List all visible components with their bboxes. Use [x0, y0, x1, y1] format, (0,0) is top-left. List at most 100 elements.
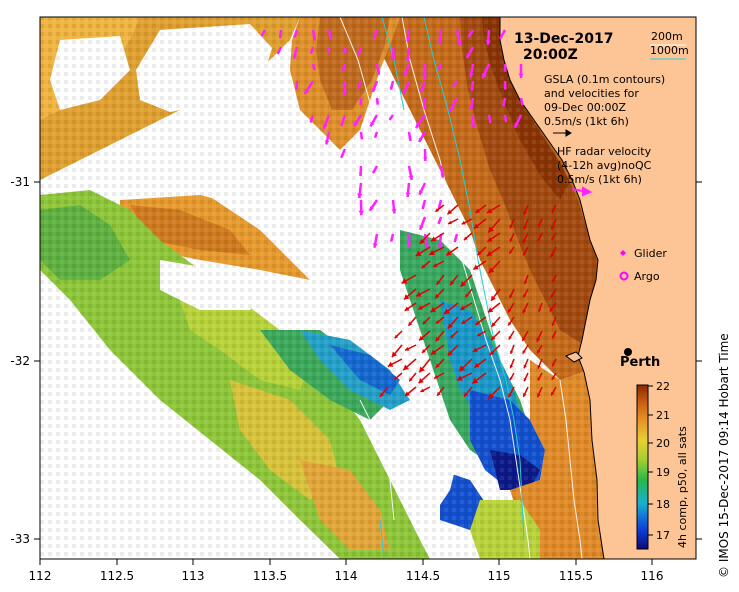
gsla-arrow-head — [389, 116, 393, 120]
plot-frame — [39, 16, 697, 560]
gsla-arrow-head — [376, 71, 381, 75]
hf-arrow-head — [522, 336, 526, 342]
gsla-arrow-head — [354, 121, 359, 127]
hf-arrow-head — [421, 264, 426, 269]
gsla-arrow-head — [278, 35, 282, 39]
hf-arrow-head — [549, 307, 554, 312]
map-date: 13-Dec-2017 — [514, 31, 613, 47]
gsla-arrow-head — [369, 206, 374, 211]
gsla-arrow-head — [327, 51, 331, 54]
hf-arrow-head — [435, 208, 440, 212]
legend-1000m: 1000m — [650, 44, 689, 57]
gsla-arrow-head — [292, 54, 298, 59]
gsla-arrow-head — [324, 140, 330, 145]
hf-arrow-head — [550, 294, 555, 298]
hf-arrow-head — [419, 238, 425, 244]
hf-arrow-head — [415, 250, 422, 256]
hf-arrow-head — [421, 349, 426, 353]
hf-arrow-head — [430, 349, 437, 355]
hf-arrow-head — [522, 350, 526, 354]
gsla-arrow-head — [342, 68, 346, 71]
gsla-arrow-head — [437, 220, 441, 224]
colorbar-tick: 19 — [656, 466, 670, 479]
hf-arrow-head — [446, 250, 452, 256]
gsla-arrow-head — [312, 67, 316, 71]
hf-arrow-head — [416, 291, 422, 297]
hf-arrow-head — [509, 250, 513, 254]
gsla-legend-line1: GSLA (0.1m contours) — [544, 73, 665, 86]
gsla-arrow-head — [309, 119, 313, 123]
hf-arrow-head — [488, 226, 495, 233]
gsla-arrow-head — [328, 36, 333, 40]
hf-radar-arrows — [379, 204, 557, 400]
hf-arrow-head — [391, 351, 398, 358]
gsla-arrow-head — [304, 88, 310, 95]
gsla-arrow-head — [370, 121, 375, 127]
hf-arrow-head — [461, 220, 466, 225]
hf-arrow-head — [459, 365, 466, 372]
argo-legend: Argo — [619, 270, 660, 283]
gsla-arrow-head — [488, 120, 492, 123]
hf-arrow-head — [422, 320, 427, 325]
hf-arrow-head — [434, 375, 439, 379]
hf-arrow-head — [550, 253, 555, 258]
hf-arrow-head — [536, 337, 541, 342]
hf-arrow-head — [537, 377, 541, 381]
hf-arrow-head — [523, 211, 527, 215]
colorbar-tick: 22 — [656, 380, 670, 393]
hf-arrow-head — [551, 392, 555, 396]
hf-arrow-head — [524, 280, 528, 285]
hf-arrow-head — [523, 225, 528, 230]
hf-arrow-head — [474, 362, 480, 368]
gsla-arrow-head — [449, 106, 455, 112]
hf-arrow-head — [487, 236, 493, 242]
hf-arrow-head — [551, 363, 555, 367]
y-tick-label: -31 — [10, 175, 30, 189]
hf-arrow-head — [408, 321, 413, 326]
gsla-arrow-head — [405, 192, 411, 197]
gsla-legend-line2: and velocities for — [544, 87, 639, 100]
gsla-arrow-head — [405, 56, 411, 62]
gsla-arrow-head — [389, 86, 394, 90]
gsla-legend-speed: 0.5m/s (1kt 6h) — [544, 115, 629, 128]
hf-arrow-head — [379, 392, 385, 397]
hf-arrow-head — [491, 335, 496, 341]
hf-arrow-head — [508, 336, 512, 340]
gsla-arrow-head — [402, 89, 408, 95]
gsla-arrow-head — [468, 33, 472, 37]
gsla-arrow-head — [359, 102, 363, 106]
gsla-arrow-head — [391, 56, 396, 61]
gsla-arrow-head — [372, 243, 378, 248]
hf-arrow-head — [418, 305, 423, 310]
glider-label: Glider — [634, 247, 667, 260]
hf-arrow-head — [551, 322, 555, 326]
hf-arrow-head — [508, 321, 512, 326]
gsla-arrow-head — [408, 138, 412, 141]
hf-arrow-head — [450, 334, 454, 338]
x-tick-label: 115 — [488, 569, 511, 583]
hf-arrow-head — [509, 350, 514, 354]
hf-arrow-head — [429, 249, 435, 256]
gsla-arrow-head — [312, 36, 317, 41]
hf-arrow-head — [552, 335, 555, 339]
gsla-arrow-head — [358, 172, 363, 177]
hf-arrow-head — [508, 393, 513, 398]
gsla-arrow-head — [391, 209, 397, 214]
gsla-legend-line3: 09-Dec 00:00Z — [544, 101, 626, 114]
hf-arrow-head — [551, 376, 555, 380]
gsla-arrow-head — [357, 52, 361, 56]
hf-arrow-head — [418, 378, 424, 384]
gsla-arrow-head — [373, 35, 377, 39]
gsla-arrow-head — [310, 50, 314, 54]
hf-arrow-head — [447, 209, 453, 215]
gsla-arrow-head — [415, 122, 422, 128]
gsla-arrow-head — [372, 87, 377, 92]
gsla-arrow-head — [437, 38, 443, 43]
hf-arrow-head — [488, 393, 494, 399]
hf-arrow-head — [537, 393, 541, 398]
hf-arrow-head — [537, 364, 541, 369]
hf-arrow-head — [456, 375, 463, 381]
hf-arrow-head — [509, 238, 513, 242]
gsla-arrow-head — [437, 243, 443, 249]
gsla-arrow-head — [466, 53, 471, 58]
